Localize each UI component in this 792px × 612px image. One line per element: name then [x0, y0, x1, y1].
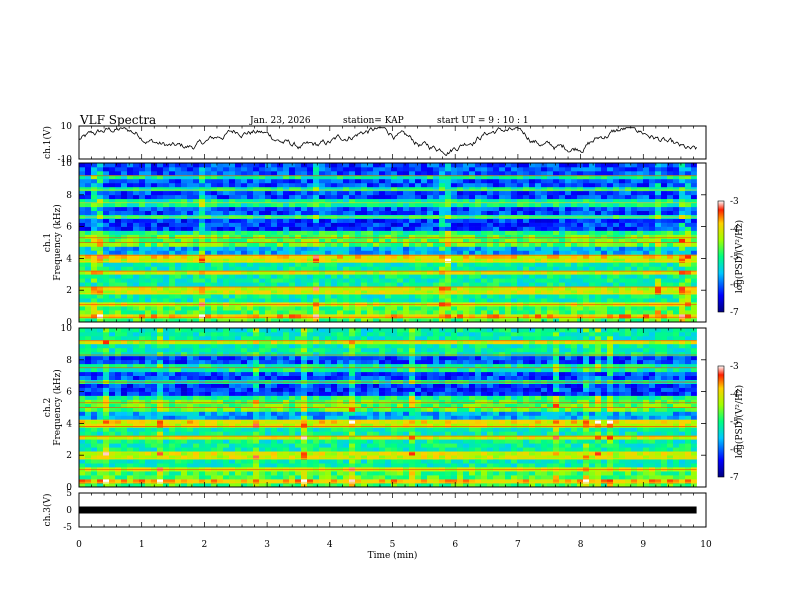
x-tick-label: 2 — [202, 540, 208, 550]
ch1-colorbar — [717, 200, 725, 313]
ch2-ytick: 6 — [66, 388, 72, 398]
ch1-ylabel-channel: ch.1 — [43, 233, 53, 252]
x-tick-label: 4 — [327, 540, 333, 550]
ch1-ytick: 4 — [66, 254, 72, 264]
ch2-colorbar-label: log(PSD)(V²/Hz) — [734, 385, 745, 458]
ch1-waveform-panel: 10 -10 ch.1(V) — [42, 122, 707, 165]
ch2-ytick: 4 — [66, 419, 72, 429]
ch2-ytick: 0 — [66, 483, 72, 493]
ch1-ytick: 10 — [61, 159, 73, 169]
ch2-colorbar-tick: -5 — [730, 418, 739, 428]
ch3-ytick: -5 — [63, 523, 72, 533]
ch1-ylabel-frequency: Frequency (kHz) — [52, 204, 63, 281]
ch3-level-trace — [79, 506, 697, 514]
ch1-ytick-bottom: -10 — [58, 155, 73, 165]
ch1-colorbar-tick: -6 — [730, 280, 739, 290]
ch2-colorbar-tick: -7 — [730, 473, 739, 483]
ch2-ylabel-frequency: Frequency (kHz) — [52, 369, 63, 446]
ch2-ytick: 8 — [66, 356, 72, 366]
ch3-ytick: 5 — [66, 489, 72, 499]
ch1-ylabel: ch.1(V) — [42, 126, 53, 159]
x-tick-label: 0 — [76, 540, 82, 550]
x-tick-label: 8 — [578, 540, 584, 550]
ch3-ytick: 0 — [66, 506, 72, 516]
x-axis-label: Time (min) — [368, 550, 418, 561]
ch2-colorbar-tick: -6 — [730, 445, 739, 455]
ch1-colorbar-tick: -3 — [730, 197, 739, 207]
ch1-ytick: 2 — [66, 286, 72, 296]
x-tick-label: 3 — [264, 540, 270, 550]
x-tick-marks — [78, 126, 707, 527]
figure-title: VLF Spectra — [80, 113, 157, 127]
ch2-colorbar-tick: -3 — [730, 362, 739, 372]
ch1-colorbar-tick: -5 — [730, 253, 739, 263]
x-tick-label: 5 — [390, 540, 396, 550]
x-tick-label: 9 — [640, 540, 646, 550]
ch1-colorbar-label: log(PSD)(V²/Hz) — [734, 220, 745, 293]
ch2-ytick: 2 — [66, 451, 72, 461]
x-tick-label: 1 — [139, 540, 145, 550]
ch3-panel: 5 0 -5 ch.3(V) — [42, 489, 707, 533]
ch1-waveform-frame — [78, 125, 707, 160]
ch1-persistent-lines — [79, 175, 697, 318]
start-time-label: start UT = 9 : 10 : 1 — [437, 116, 529, 126]
ch2-ylabel-channel: ch.2 — [43, 398, 53, 417]
ch1-ytick: 6 — [66, 223, 72, 233]
x-tick-label: 7 — [515, 540, 521, 550]
ch1-spectrogram-cells — [79, 163, 697, 323]
date-label: Jan. 23, 2026 — [250, 116, 311, 126]
x-tick-label: 6 — [452, 540, 458, 550]
ch1-ytick-top: 10 — [61, 122, 73, 132]
ch1-colorbar-tick: -4 — [730, 225, 739, 235]
ch2-ytick: 10 — [61, 324, 73, 334]
ch2-spectrogram-cells — [79, 328, 697, 488]
x-tick-label: 10 — [700, 540, 712, 550]
ch3-ylabel: ch.3(V) — [42, 494, 53, 527]
ch1-waveform-line — [78, 126, 697, 156]
ch1-spectrogram-panel: 0 2 4 6 8 10 ch.1 Frequency (kHz) -3 -4 -5 -6 -7 log(… — [43, 159, 745, 328]
ch2-colorbar — [717, 365, 725, 478]
ch1-colorbar-tick: -7 — [730, 308, 739, 318]
station-label: station= KAP — [343, 116, 404, 126]
ch2-persistent-lines — [79, 340, 697, 483]
ch1-ytick: 0 — [66, 318, 72, 328]
ch2-colorbar-tick: -4 — [730, 390, 739, 400]
ch2-spectrogram-panel: 0 2 4 6 8 10 ch.2 Frequency (kHz) -3 -4 -5 -6 -7 log(… — [43, 324, 745, 493]
ch1-ytick: 8 — [66, 191, 72, 201]
